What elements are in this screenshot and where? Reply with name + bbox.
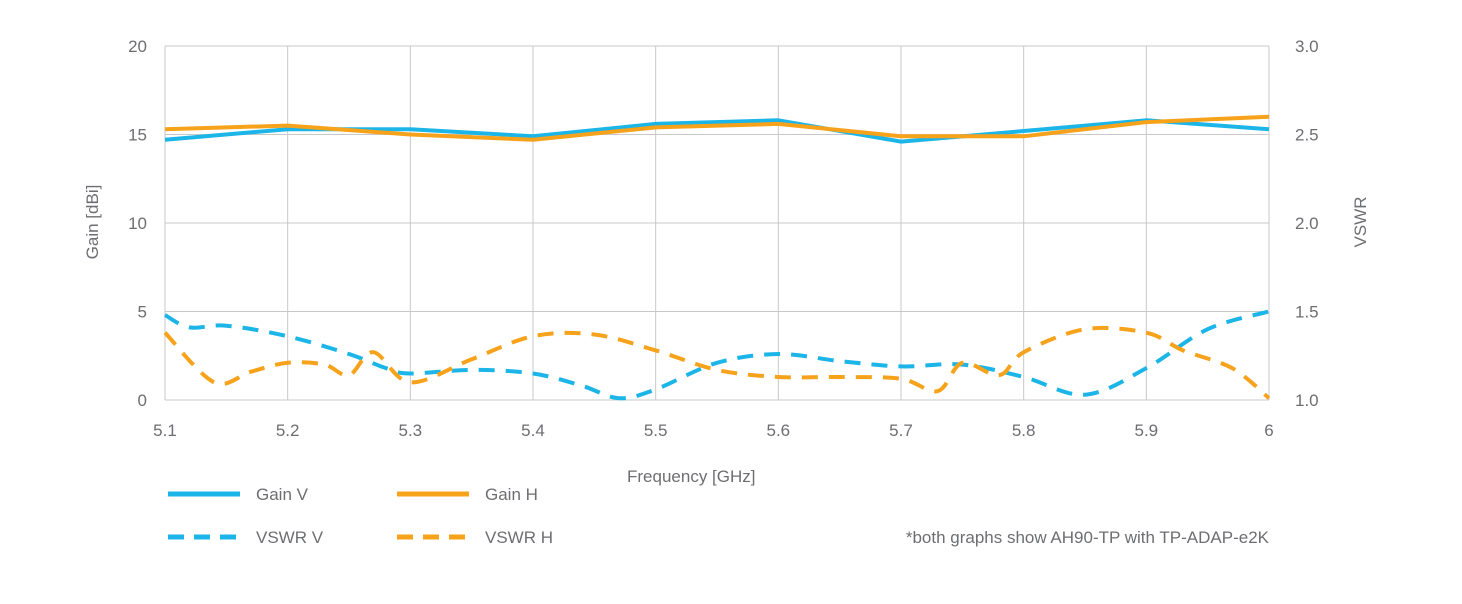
series-layer	[163, 114, 1271, 401]
series-line-gain-h	[164, 114, 1270, 142]
y-left-tick-label: 20	[128, 37, 147, 56]
series-line-gain-v	[164, 118, 1270, 144]
series-line-vswr-v	[163, 309, 1270, 401]
x-tick-label: 6	[1264, 421, 1273, 440]
y-right-tick-label: 1.5	[1295, 303, 1319, 322]
x-tick-label: 5.8	[1012, 421, 1036, 440]
y-left-tick-label: 10	[128, 214, 147, 233]
x-tick-label: 5.2	[276, 421, 300, 440]
legend: Gain V Gain H VSWR V VSWR H	[168, 485, 553, 547]
x-tick-label: 5.7	[889, 421, 913, 440]
y-axis-left-label: Gain [dBi]	[83, 185, 102, 260]
tick-labels: 5.1 5.2 5.3 5.4 5.5 5.6 5.7 5.8 5.9 6 0 1.0 5 1.5 10 2.…	[128, 37, 1319, 440]
footnote: *both graphs show AH90-TP with TP-ADAP-e…	[906, 528, 1270, 547]
x-tick-label: 5.3	[399, 421, 423, 440]
y-left-tick-label: 5	[138, 303, 147, 322]
legend-label-vswr-v: VSWR V	[256, 528, 324, 547]
x-tick-label: 5.4	[521, 421, 545, 440]
y-left-tick-label: 15	[128, 126, 147, 145]
y-right-tick-label: 2.0	[1295, 214, 1319, 233]
grid	[164, 45, 1270, 401]
legend-label-vswr-h: VSWR H	[485, 528, 553, 547]
y-right-tick-label: 3.0	[1295, 37, 1319, 56]
y-left-tick-label: 0	[138, 391, 147, 410]
legend-label-gain-v: Gain V	[256, 485, 309, 504]
y-right-tick-label: 2.5	[1295, 126, 1319, 145]
x-tick-label: 5.9	[1135, 421, 1159, 440]
x-axis-label: Frequency [GHz]	[627, 467, 756, 486]
y-right-tick-label: 1.0	[1295, 391, 1319, 410]
x-tick-label: 5.5	[644, 421, 668, 440]
legend-label-gain-h: Gain H	[485, 485, 538, 504]
x-tick-label: 5.1	[153, 421, 177, 440]
y-axis-right-label: VSWR	[1351, 197, 1370, 248]
x-tick-label: 5.6	[767, 421, 791, 440]
